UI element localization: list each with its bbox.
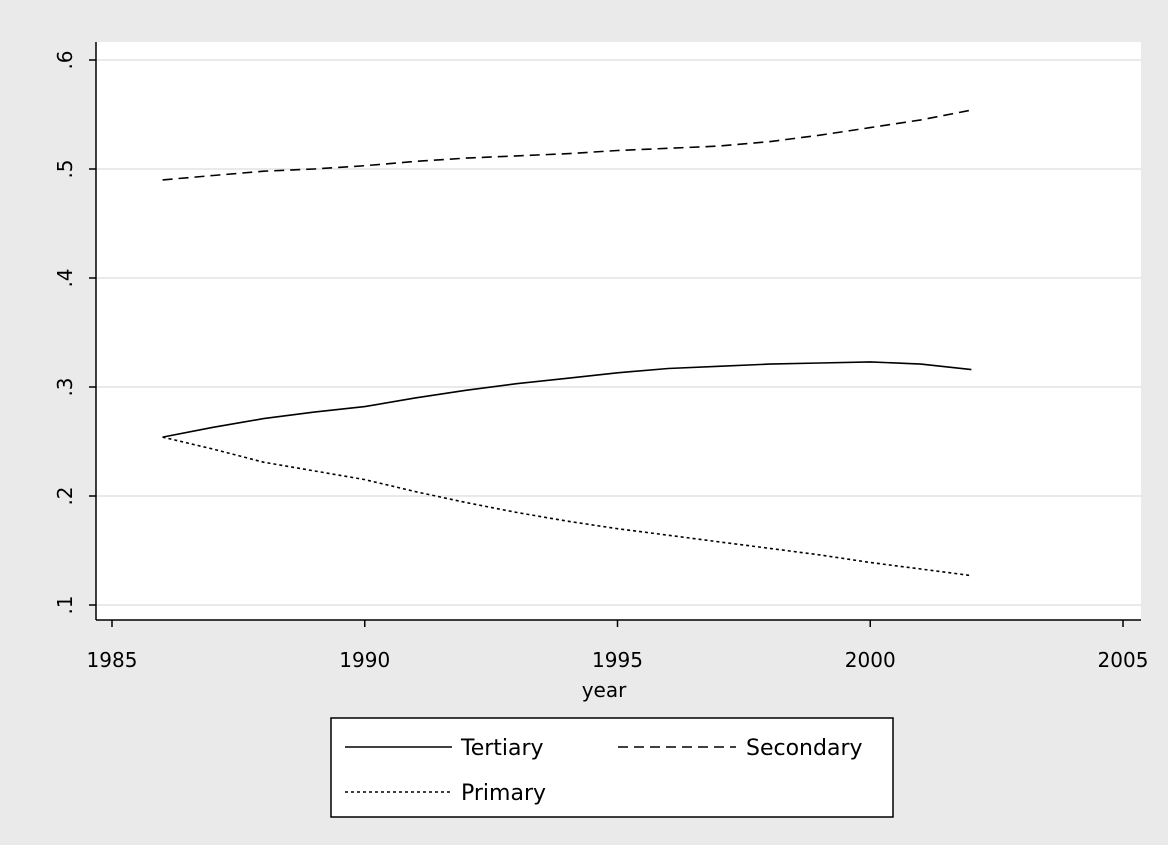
y-tick-label: .6 <box>53 50 77 69</box>
y-tick-label: .2 <box>53 486 77 505</box>
x-tick-label: 1990 <box>339 648 390 672</box>
series-line-tertiary <box>162 361 972 438</box>
series-lines <box>162 109 972 577</box>
axes <box>89 42 1141 627</box>
y-tick-label: .4 <box>53 268 77 287</box>
series-line-secondary <box>162 109 972 181</box>
x-tick-label: 1985 <box>87 648 138 672</box>
series-line-primary <box>162 436 972 577</box>
legend-label-secondary: Secondary <box>746 736 863 761</box>
x-tick-label: 2000 <box>845 648 896 672</box>
y-tick-label: .1 <box>53 595 77 614</box>
y-tick-label: .5 <box>53 159 77 178</box>
x-axis-label: year <box>582 678 627 702</box>
plot-area <box>96 42 1141 620</box>
legend-label-tertiary: Tertiary <box>460 736 544 761</box>
legend-label-primary: Primary <box>461 781 546 806</box>
legend: Tertiary Secondary Primary <box>330 717 894 818</box>
x-tick-label: 1995 <box>592 648 643 672</box>
x-tick-label: 2005 <box>1098 648 1149 672</box>
y-tick-label: .3 <box>53 377 77 396</box>
grid <box>96 59 1141 606</box>
legend-box <box>330 717 894 818</box>
tick-labels: .1 .2 .3 .4 .5 .6 1985 1990 1995 2000 2005 <box>53 50 1148 672</box>
